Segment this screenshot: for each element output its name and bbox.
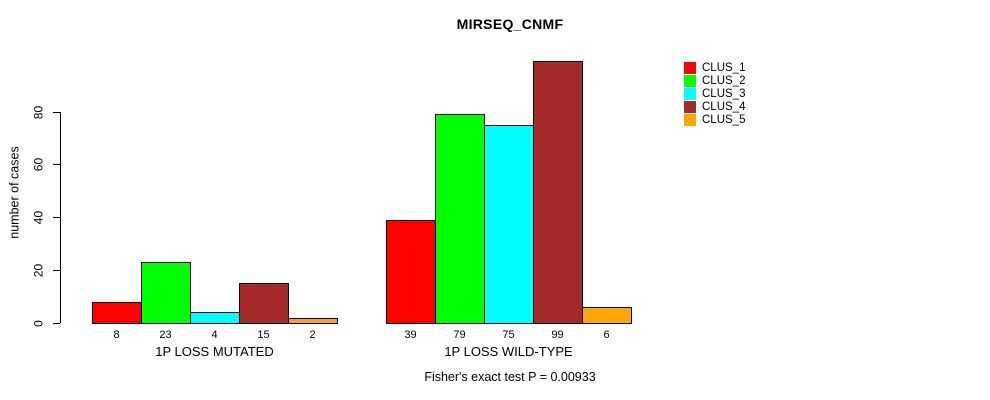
bar-clus_4-group2 — [533, 61, 583, 324]
bar-value-label-clus_2-group2: 79 — [453, 329, 466, 341]
legend-label-clus_5: CLUS_5 — [702, 113, 746, 126]
y-tick-label-0: 0 — [31, 320, 46, 327]
bar-clus_2-group1 — [141, 262, 191, 324]
bar-clus_1-group2 — [386, 220, 436, 324]
y-tick-label-60: 60 — [31, 157, 46, 172]
legend-item-clus_4: CLUS_4 — [684, 100, 745, 113]
chart-title: MIRSEQ_CNMF — [456, 16, 564, 32]
bar-clus_3-group1 — [190, 312, 240, 324]
legend: CLUS_1 CLUS_2 CLUS_3 CLUS_4 CLUS_5 — [684, 62, 745, 126]
bar-value-label-clus_4-group1: 15 — [257, 329, 270, 341]
bar-value-label-clus_3-group1: 4 — [211, 329, 218, 341]
bar-value-label-clus_5-group1: 2 — [309, 329, 316, 341]
y-tick-0 — [53, 323, 60, 324]
legend-item-clus_3: CLUS_3 — [684, 87, 746, 101]
bar-clus_3-group2 — [484, 125, 534, 324]
group-label-2: 1P LOSS WILD-TYPE — [444, 344, 573, 359]
bar-clus_5-group1 — [288, 318, 338, 324]
bar-clus_1-group1 — [92, 302, 142, 324]
group-label-1: 1P LOSS MUTATED — [155, 344, 274, 359]
legend-swatch-clus_1 — [684, 62, 696, 75]
legend-item-clus_5: CLUS_5 — [684, 113, 745, 126]
y-tick-60 — [53, 164, 60, 165]
legend-label-clus_3: CLUS_3 — [702, 87, 746, 100]
y-tick-label-40: 40 — [31, 210, 46, 225]
y-axis-label: number of cases — [7, 146, 22, 239]
bar-value-label-clus_3-group2: 75 — [502, 329, 515, 341]
y-axis-line — [60, 112, 61, 323]
legend-swatch-clus_2 — [684, 75, 696, 88]
legend-swatch-clus_5 — [684, 113, 696, 126]
legend-swatch-clus_3 — [684, 87, 696, 100]
y-tick-label-80: 80 — [31, 105, 46, 120]
legend-label-clus_4: CLUS_4 — [702, 100, 746, 113]
legend-item-clus_1: CLUS_1 — [684, 62, 745, 75]
bar-value-label-clus_5-group2: 6 — [603, 329, 610, 341]
y-tick-20 — [53, 270, 60, 271]
footer-note: Fisher's exact test P = 0.00933 — [424, 370, 596, 384]
bar-clus_5-group2 — [582, 307, 632, 324]
bar-clus_2-group2 — [435, 114, 485, 324]
bar-clus_4-group1 — [239, 283, 289, 324]
bar-value-label-clus_2-group1: 23 — [159, 329, 172, 341]
y-tick-40 — [53, 217, 60, 218]
legend-label-clus_2: CLUS_2 — [702, 75, 746, 88]
y-tick-80 — [53, 112, 60, 113]
bar-value-label-clus_1-group1: 8 — [113, 329, 120, 341]
legend-label-clus_1: CLUS_1 — [702, 62, 746, 75]
bar-value-label-clus_1-group2: 39 — [404, 329, 417, 341]
y-tick-label-20: 20 — [31, 263, 46, 278]
bar-value-label-clus_4-group2: 99 — [551, 329, 564, 341]
legend-swatch-clus_4 — [684, 100, 696, 113]
legend-item-clus_2: CLUS_2 — [684, 75, 745, 88]
